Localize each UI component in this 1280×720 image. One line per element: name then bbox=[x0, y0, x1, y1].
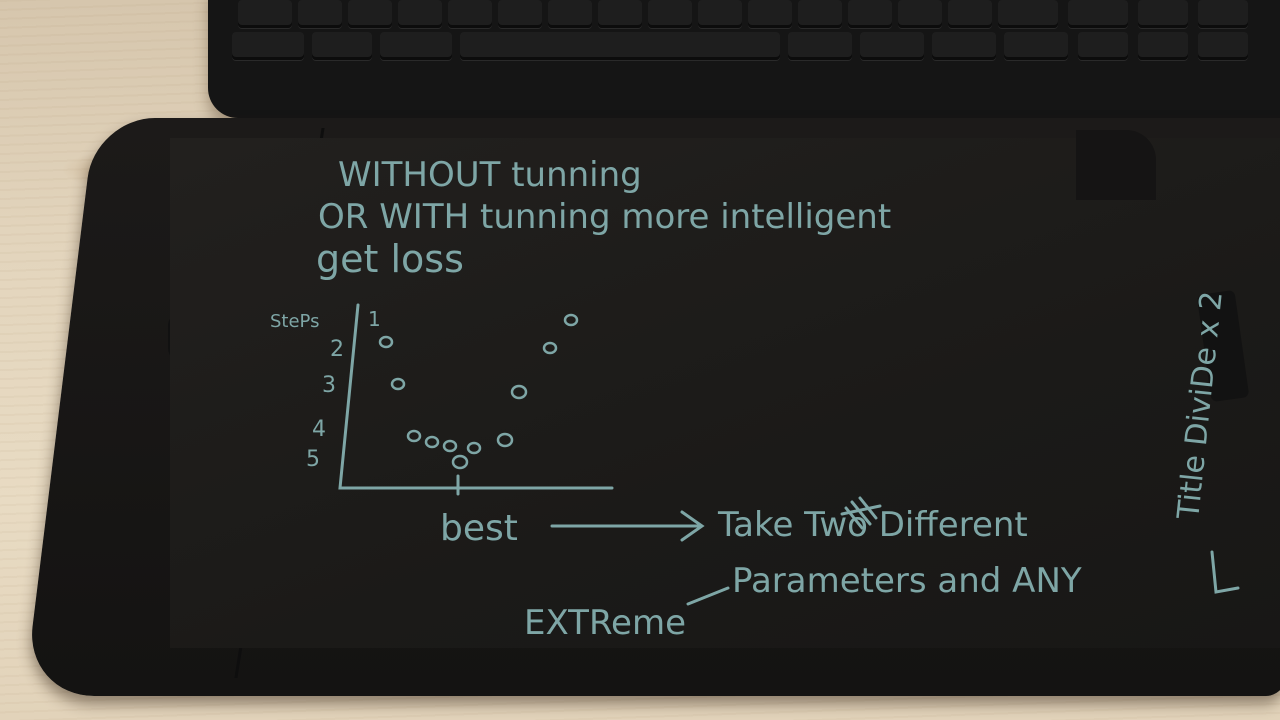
key bbox=[238, 0, 292, 28]
key bbox=[498, 0, 542, 28]
note-line-3: get loss bbox=[316, 237, 464, 281]
space-key bbox=[460, 32, 780, 60]
key bbox=[788, 32, 852, 60]
data-point bbox=[563, 313, 579, 327]
data-point bbox=[390, 377, 406, 391]
key bbox=[898, 0, 942, 28]
connector-line bbox=[686, 586, 730, 606]
chart-axes bbox=[338, 303, 614, 490]
key bbox=[748, 0, 792, 28]
key bbox=[598, 0, 642, 28]
side-note: Title DiviDe x 2 bbox=[1171, 290, 1230, 522]
key bbox=[1068, 0, 1128, 28]
data-point bbox=[496, 432, 514, 448]
key bbox=[1078, 32, 1128, 60]
key-rows bbox=[228, 0, 1280, 66]
data-point bbox=[451, 454, 469, 470]
extreme-label: EXTReme bbox=[524, 603, 686, 643]
note-line-1: WITHOUT tunning bbox=[338, 155, 642, 195]
y-tick-3: 3 bbox=[322, 373, 336, 398]
key bbox=[232, 32, 304, 60]
best-label: best bbox=[440, 508, 518, 549]
key bbox=[1004, 32, 1068, 60]
side-bracket bbox=[1210, 550, 1240, 594]
key bbox=[448, 0, 492, 28]
key bbox=[298, 0, 342, 28]
key bbox=[948, 0, 992, 28]
key bbox=[860, 32, 924, 60]
scribble-icon bbox=[840, 496, 882, 530]
key bbox=[648, 0, 692, 28]
y-tick-4: 4 bbox=[312, 417, 326, 442]
key bbox=[1198, 32, 1248, 60]
arrow-right-icon bbox=[550, 510, 705, 542]
key bbox=[998, 0, 1058, 28]
action-line-1: Take Two Different bbox=[717, 505, 1028, 545]
data-point bbox=[510, 384, 528, 400]
data-point bbox=[378, 335, 394, 349]
key bbox=[1138, 0, 1188, 28]
key bbox=[312, 32, 372, 60]
key bbox=[548, 0, 592, 28]
data-point bbox=[424, 435, 440, 449]
key bbox=[1138, 32, 1188, 60]
tablet-screen bbox=[170, 138, 1280, 648]
key bbox=[398, 0, 442, 28]
key bbox=[698, 0, 742, 28]
y-tick-1: 1 bbox=[368, 307, 381, 331]
data-point bbox=[406, 429, 422, 443]
key bbox=[932, 32, 996, 60]
y-tick-2: 2 bbox=[330, 337, 344, 362]
y-axis-label: StePs bbox=[270, 311, 319, 332]
key bbox=[348, 0, 392, 28]
keyboard bbox=[208, 0, 1280, 118]
data-point bbox=[442, 439, 458, 453]
note-line-2: OR WITH tunning more intelligent bbox=[318, 197, 891, 237]
key bbox=[380, 32, 452, 60]
data-point bbox=[542, 341, 558, 355]
y-tick-5: 5 bbox=[306, 447, 320, 472]
key bbox=[798, 0, 842, 28]
tablet-top-right-corner bbox=[1076, 130, 1156, 200]
key bbox=[848, 0, 892, 28]
action-line-2: Parameters and ANY bbox=[732, 561, 1082, 601]
key bbox=[1198, 0, 1248, 28]
data-point bbox=[466, 441, 482, 455]
